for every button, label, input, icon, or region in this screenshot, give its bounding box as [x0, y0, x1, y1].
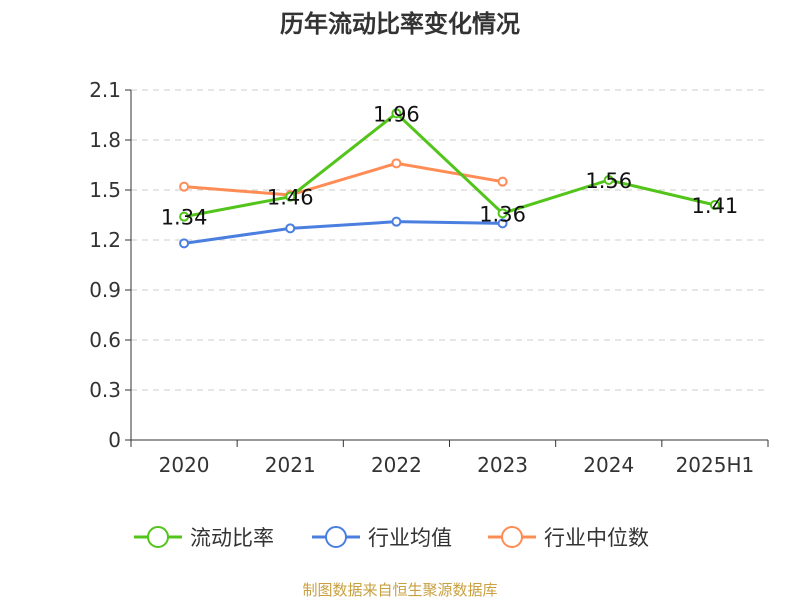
data-point[interactable]: [285, 223, 296, 234]
data-label: 1.36: [479, 202, 526, 226]
footer-source: 制图数据来自恒生聚源数据库: [302, 581, 497, 599]
y-tick-label: 1.5: [89, 178, 121, 202]
data-label: 1.96: [373, 102, 420, 126]
data-point[interactable]: [709, 200, 720, 210]
data-point[interactable]: [179, 211, 190, 222]
data-label: 1.34: [161, 206, 208, 230]
legend-label: 行业中位数: [544, 526, 649, 550]
data-point[interactable]: [497, 176, 508, 187]
data-point[interactable]: [497, 218, 508, 229]
data-point[interactable]: [285, 191, 296, 202]
chart-title: 历年流动比率变化情况: [280, 10, 520, 38]
y-tick-label: 2.1: [89, 78, 121, 102]
legend-marker-icon: [325, 526, 347, 548]
legend-item-0[interactable]: 流动比率: [134, 526, 274, 550]
series-line-2: [183, 161, 503, 197]
data-point[interactable]: [497, 208, 508, 219]
legend-label: 流动比率: [190, 526, 274, 550]
x-tick-label: 2021: [265, 453, 316, 477]
data-point[interactable]: [391, 158, 402, 169]
y-tick-label: 1.2: [89, 228, 121, 252]
y-tick-label: 0: [108, 428, 121, 452]
x-tick-label: 2024: [583, 453, 634, 477]
series-line-1: [183, 220, 503, 245]
x-tick-label: 2022: [371, 453, 422, 477]
legend-marker-icon: [501, 526, 523, 548]
legend-item-2[interactable]: 行业中位数: [488, 526, 649, 550]
y-tick-label: 0.3: [89, 378, 121, 402]
series-line-0: [183, 111, 716, 219]
data-label: 1.46: [267, 186, 314, 210]
data-point[interactable]: [179, 238, 190, 249]
legend-item-1[interactable]: 行业均值: [312, 526, 452, 550]
x-tick-label: 2020: [159, 453, 210, 477]
x-tick-label: 2025H1: [676, 453, 755, 477]
y-tick-label: 1.8: [89, 128, 121, 152]
y-tick-label: 0.9: [89, 278, 121, 302]
data-point[interactable]: [391, 216, 402, 227]
data-point[interactable]: [179, 181, 190, 192]
legend-marker-icon: [147, 526, 169, 548]
data-label: 1.56: [585, 169, 632, 193]
data-point[interactable]: [391, 108, 402, 119]
y-tick-label: 0.6: [89, 328, 121, 352]
data-label: 1.41: [692, 194, 739, 218]
x-tick-label: 2023: [477, 453, 528, 477]
data-point[interactable]: [603, 175, 614, 185]
legend-label: 行业均值: [368, 526, 452, 550]
